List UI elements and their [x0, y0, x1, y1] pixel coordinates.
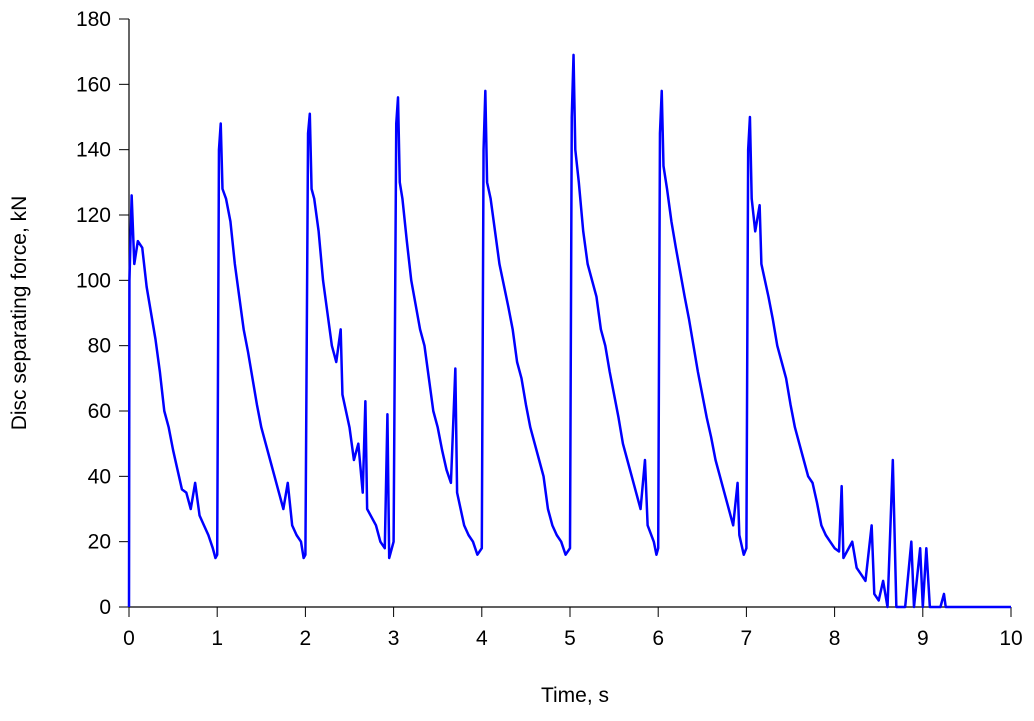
y-tick-label: 160	[76, 73, 111, 96]
x-tick-label: 9	[917, 627, 929, 650]
x-tick-label: 10	[999, 627, 1022, 650]
x-tick-label: 4	[476, 627, 488, 650]
y-tick-label: 20	[88, 531, 111, 554]
y-tick-label: 80	[88, 335, 111, 358]
y-tick-label: 120	[76, 204, 111, 227]
y-tick-label: 180	[76, 8, 111, 31]
y-tick-label: 140	[76, 139, 111, 162]
x-axis-label: Time, s	[541, 684, 609, 707]
y-axis-label: Disc separating force, kN	[8, 196, 31, 431]
data-line	[127, 53, 1011, 609]
y-tick-label: 100	[76, 269, 111, 292]
x-tick-label: 6	[652, 627, 664, 650]
x-tick-label: 8	[829, 627, 841, 650]
x-tick-label: 5	[564, 627, 576, 650]
x-tick-label: 3	[388, 627, 400, 650]
x-tick-label: 1	[211, 627, 223, 650]
x-tick-label: 2	[300, 627, 312, 650]
y-tick-label: 0	[99, 596, 111, 619]
y-tick-label: 60	[88, 400, 111, 423]
y-tick-label: 40	[88, 465, 111, 488]
x-tick-label: 7	[741, 627, 753, 650]
x-tick-label: 0	[123, 627, 135, 650]
